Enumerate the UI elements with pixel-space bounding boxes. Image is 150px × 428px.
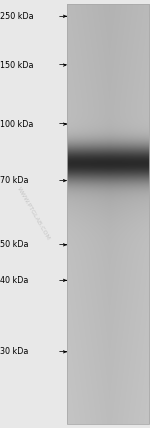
Bar bbox=[67, 4, 149, 424]
Text: —: — bbox=[58, 240, 66, 250]
Text: 50 kDa: 50 kDa bbox=[0, 240, 28, 250]
Text: —: — bbox=[58, 12, 66, 21]
Text: 30 kDa: 30 kDa bbox=[0, 347, 28, 357]
Text: 250 kDa: 250 kDa bbox=[0, 12, 34, 21]
Text: —: — bbox=[58, 347, 66, 357]
Text: —: — bbox=[58, 119, 66, 129]
Text: —: — bbox=[58, 276, 66, 285]
Text: 150 kDa: 150 kDa bbox=[0, 60, 33, 70]
Text: WWW.PTGLAB.COM: WWW.PTGLAB.COM bbox=[16, 186, 50, 242]
Text: 70 kDa: 70 kDa bbox=[0, 176, 28, 185]
Text: —: — bbox=[58, 60, 66, 70]
Text: 40 kDa: 40 kDa bbox=[0, 276, 28, 285]
Text: —: — bbox=[58, 176, 66, 185]
Text: 100 kDa: 100 kDa bbox=[0, 119, 33, 129]
